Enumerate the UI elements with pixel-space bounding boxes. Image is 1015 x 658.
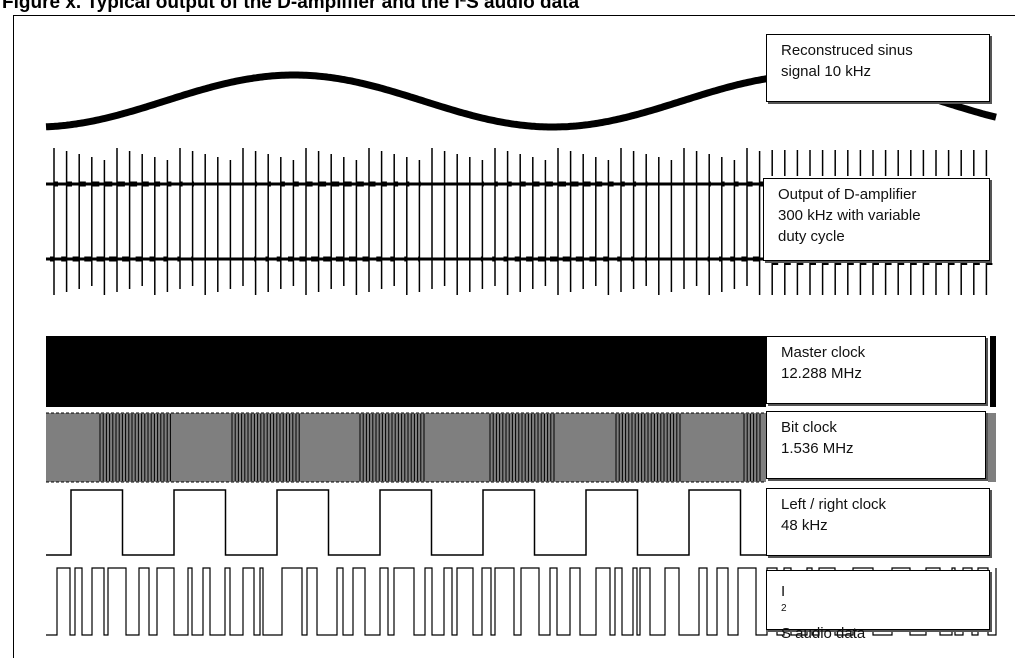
figure-caption: Figure x. Typical output of the D-amplif… [2, 0, 580, 13]
label-suffix: S audio data [781, 625, 866, 642]
label-left-right-clock: Left / right clock 48 kHz [766, 488, 990, 556]
figure-caption-area: Figure x. Typical output of the D-amplif… [0, 0, 1015, 15]
label-line: Master clock [781, 344, 866, 361]
label-line: 1.536 MHz [781, 440, 854, 457]
label-bit-clock: Bit clock 1.536 MHz [766, 411, 986, 479]
label-i2s-audio-data: I 2 S audio data [766, 570, 990, 642]
label-line: Left / right clock [781, 496, 887, 513]
label-line: 48 kHz [781, 517, 828, 534]
label-line: 300 kHz with variable [778, 207, 921, 224]
bit-clock-waveform [46, 412, 996, 483]
label-d-amplifier-output: Output of D-amplifier 300 kHz with varia… [763, 178, 990, 261]
label-line: Output of D-amplifier [778, 186, 917, 203]
label-master-clock: Master clock 12.288 MHz [766, 336, 986, 404]
label-line: Reconstruced sinus [781, 42, 913, 59]
i2s-data-waveform [46, 567, 997, 636]
label-superscript: 2 [781, 603, 787, 614]
label-prefix: I [781, 583, 786, 600]
label-line: duty cycle [778, 228, 845, 245]
label-line: 12.288 MHz [781, 365, 862, 382]
label-line: Bit clock [781, 419, 837, 436]
d-amplifier-output-waveform [46, 148, 993, 295]
master-clock-waveform [46, 336, 996, 407]
figure-frame [13, 15, 1015, 658]
label-line: signal 10 kHz [781, 63, 872, 80]
label-line: I 2 S audio data [781, 581, 989, 644]
label-reconstructed-sinus: Reconstruced sinus signal 10 kHz [766, 34, 990, 102]
